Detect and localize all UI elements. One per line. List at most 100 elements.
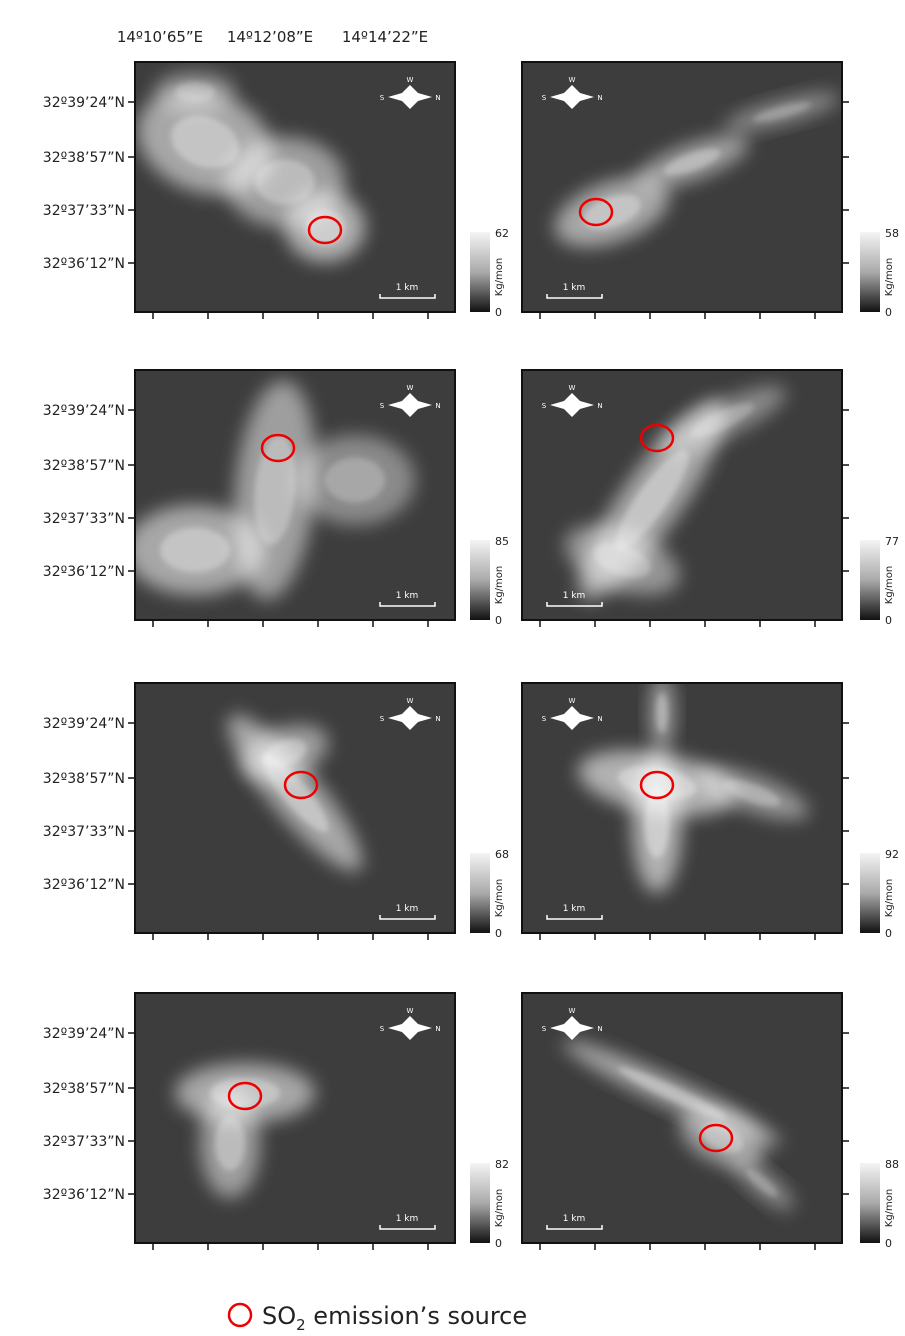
colorbar-unit: Kg/mon	[494, 258, 505, 296]
map-frame	[134, 992, 456, 1244]
colorbar	[860, 1163, 880, 1243]
compass-arrow	[388, 706, 432, 730]
colorbar	[470, 540, 490, 620]
latitude-label: 32º38’57”N	[43, 150, 125, 166]
emission-source	[639, 423, 675, 453]
compass-n: N	[597, 402, 602, 410]
plume	[563, 1040, 794, 1211]
latitude-label: 32º38’57”N	[43, 458, 125, 474]
plume	[227, 714, 363, 872]
latitude-label: 32º36’12”N	[43, 256, 125, 272]
colorbar-max: 92	[885, 848, 899, 861]
longitude-label: 14º14’22”E	[342, 28, 428, 46]
map-panel: W S N 1 km	[128, 61, 456, 319]
compass-n: N	[597, 1025, 602, 1033]
plume	[564, 386, 786, 600]
compass-s: S	[542, 94, 547, 102]
latitude-label: 32º37’33”N	[43, 824, 125, 840]
colorbar	[860, 853, 880, 933]
colorbar-max: 62	[495, 227, 509, 240]
compass-n: N	[435, 94, 440, 102]
compass-s: S	[542, 1025, 547, 1033]
map-frame	[521, 682, 843, 934]
latitude-label: 32º36’12”N	[43, 564, 125, 580]
latitude-label: 32º37’33”N	[43, 511, 125, 527]
map-panel: W S N 1 km	[521, 992, 849, 1250]
latitude-label: 32º37’33”N	[43, 203, 125, 219]
colorbar-max: 58	[885, 227, 899, 240]
latitude-label: 32º39’24”N	[43, 95, 125, 111]
plume-core	[171, 115, 239, 169]
map-panel: W S N 1 km	[521, 61, 849, 319]
compass-n: N	[597, 715, 602, 723]
scale-bar	[546, 294, 603, 299]
plume-core	[644, 788, 670, 858]
latitude-label: 32º39’24”N	[43, 1026, 125, 1042]
latitude-label: 32º38’57”N	[43, 1081, 125, 1097]
plume-core	[325, 457, 385, 503]
map-panel: W S N 1 km	[128, 369, 456, 627]
compass-s: S	[380, 94, 385, 102]
colorbar-unit: Kg/mon	[884, 258, 895, 296]
scale-bar	[546, 1225, 603, 1230]
longitude-label: 14º10’65”E	[117, 28, 203, 46]
scale-label: 1 km	[396, 904, 419, 914]
compass-s: S	[542, 715, 547, 723]
plume-core	[700, 1123, 744, 1153]
plume-core	[255, 159, 315, 205]
colorbar	[470, 853, 490, 933]
compass-s: S	[380, 1025, 385, 1033]
colorbar-min: 0	[495, 927, 502, 940]
scale-label: 1 km	[563, 1214, 586, 1224]
compass-w: W	[569, 697, 576, 705]
plume-core	[215, 1115, 245, 1171]
legend-label: SO2 emission’s source	[262, 1302, 527, 1332]
scale-label: 1 km	[396, 1214, 419, 1224]
latitude-label: 32º36’12”N	[43, 877, 125, 893]
compass-arrow	[550, 393, 594, 417]
colorbar-max: 85	[495, 535, 509, 548]
colorbar-unit: Kg/mon	[494, 1189, 505, 1227]
plume-core	[752, 102, 812, 122]
compass-arrow	[550, 706, 594, 730]
scale-label: 1 km	[396, 283, 419, 293]
legend: SO2 emission’s source	[227, 1302, 527, 1334]
colorbar-min: 0	[495, 306, 502, 319]
scale-label: 1 km	[563, 591, 586, 601]
compass-arrow	[388, 85, 432, 109]
map-frame	[134, 61, 456, 313]
colorbar-min: 0	[885, 614, 892, 627]
plume-core	[617, 1066, 727, 1120]
latitude-label: 32º36’12”N	[43, 1187, 125, 1203]
colorbar-min: 0	[885, 927, 892, 940]
plume-core	[663, 148, 721, 176]
scale-bar	[379, 1225, 436, 1230]
plume	[578, 683, 809, 893]
colorbar-unit: Kg/mon	[494, 566, 505, 604]
compass-w: W	[407, 384, 414, 392]
compass-arrow	[550, 85, 594, 109]
map-frame	[134, 682, 456, 934]
scale-label: 1 km	[396, 591, 419, 601]
map-frame	[521, 369, 843, 621]
compass-s: S	[380, 402, 385, 410]
compass-w: W	[569, 1007, 576, 1015]
compass-n: N	[597, 94, 602, 102]
plume-core	[723, 779, 781, 807]
colorbar-max: 77	[885, 535, 899, 548]
longitude-label: 14º12’08”E	[227, 28, 313, 46]
colorbar-max: 82	[495, 1158, 509, 1171]
compass-arrow	[550, 1016, 594, 1040]
compass-w: W	[407, 76, 414, 84]
compass-n: N	[435, 1025, 440, 1033]
compass-w: W	[407, 1007, 414, 1015]
map-panel: W S N 1 km	[128, 992, 456, 1250]
colorbar-unit: Kg/mon	[884, 566, 895, 604]
colorbar	[470, 1163, 490, 1243]
plume-core	[615, 450, 689, 550]
compass-s: S	[542, 402, 547, 410]
map-frame	[521, 61, 843, 313]
emission-source	[283, 770, 319, 800]
compass-n: N	[435, 715, 440, 723]
